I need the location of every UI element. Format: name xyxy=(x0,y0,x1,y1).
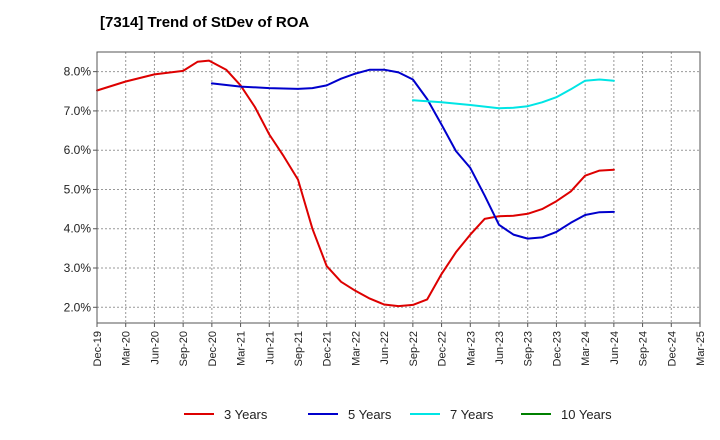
x-tick-label: Dec-21 xyxy=(322,331,334,366)
legend-label-10-years: 10 Years xyxy=(561,407,612,422)
grid xyxy=(97,52,700,323)
y-tick-label: 2.0% xyxy=(64,300,92,314)
x-tick-label: Jun-24 xyxy=(609,331,621,365)
series-line-5-years xyxy=(210,68,615,240)
x-tick-label: Mar-25 xyxy=(695,331,707,366)
x-tick-label: Dec-24 xyxy=(666,331,678,366)
y-tick-label: 8.0% xyxy=(64,65,92,79)
series-lines xyxy=(96,59,615,308)
y-tick-label: 6.0% xyxy=(64,143,92,157)
chart-title: [7314] Trend of StDev of ROA xyxy=(100,14,310,31)
plot-area xyxy=(97,52,700,323)
x-tick-label: Dec-22 xyxy=(437,331,449,366)
x-tick-label: Mar-23 xyxy=(465,331,477,366)
x-tick-label: Dec-19 xyxy=(92,331,104,366)
x-tick-label: Mar-21 xyxy=(236,331,248,366)
legend-label-3-years: 3 Years xyxy=(224,407,268,422)
y-tick-label: 5.0% xyxy=(64,182,92,196)
x-tick-label: Mar-22 xyxy=(350,331,362,366)
x-tick-label: Sep-23 xyxy=(523,331,535,366)
x-tick-label: Sep-21 xyxy=(293,331,305,366)
x-tick-label: Dec-23 xyxy=(551,331,563,366)
plot-frame xyxy=(96,51,701,324)
x-tick-label: Sep-24 xyxy=(638,331,650,366)
x-tick-label: Mar-20 xyxy=(121,331,133,366)
series-line-7-years xyxy=(411,78,615,110)
x-tick-label: Mar-24 xyxy=(580,331,592,366)
y-tick-label: 3.0% xyxy=(64,261,92,275)
x-tick-label: Jun-20 xyxy=(149,331,161,365)
axes: 2.0% 3.0% 4.0% 5.0% 6.0% 7.0% 8.0% Dec-19 Mar-20… xyxy=(64,51,707,366)
legend: 3 Years 5 Years 7 Years 10 Years xyxy=(184,407,612,422)
legend-label-7-years: 7 Years xyxy=(450,407,494,422)
y-tick-label: 7.0% xyxy=(64,104,92,118)
legend-label-5-years: 5 Years xyxy=(348,407,392,422)
x-tick-label: Jun-21 xyxy=(264,331,276,365)
x-tick-label: Jun-22 xyxy=(379,331,391,365)
x-tick-label: Sep-20 xyxy=(178,331,190,366)
x-tick-label: Sep-22 xyxy=(408,331,420,366)
x-tick-label: Jun-23 xyxy=(494,331,506,365)
y-tick-label: 4.0% xyxy=(64,222,92,236)
x-tick-label: Dec-20 xyxy=(207,331,219,366)
series-line-3-years xyxy=(96,59,615,308)
